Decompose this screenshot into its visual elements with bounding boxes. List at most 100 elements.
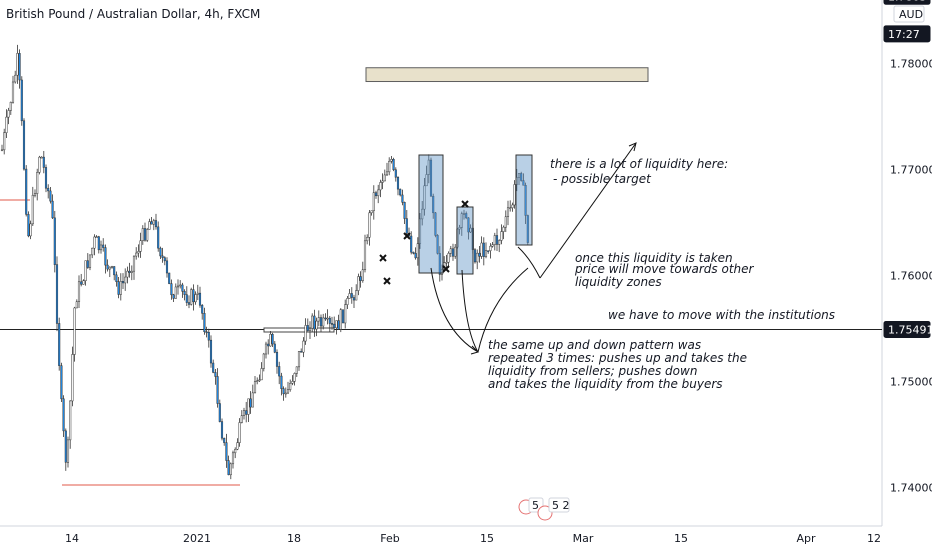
- candle-body-11: [25, 168, 28, 215]
- candle-body-53: [117, 281, 120, 295]
- candle-body-188: [414, 253, 417, 259]
- candle-body-140: [308, 328, 312, 331]
- candle-body-51: [113, 266, 116, 276]
- candle-body-57: [126, 270, 129, 278]
- candle-body-180: [396, 176, 400, 190]
- price-tag-4: [883, 320, 931, 338]
- symbol-title[interactable]: British Pound / Australian Dollar, 4h, F…: [6, 7, 260, 21]
- candle-body-69: [152, 220, 155, 225]
- candle-body-170: [374, 192, 378, 197]
- candle-body-161: [355, 290, 358, 301]
- candle-body-172: [379, 182, 382, 191]
- candle-body-209: [460, 213, 463, 228]
- candle-body-195: [429, 159, 433, 197]
- candle-body-117: [258, 379, 261, 382]
- candle-body-22: [49, 190, 52, 202]
- candle-body-25: [55, 264, 59, 324]
- time-tick-label: 18: [287, 532, 301, 545]
- price-axis[interactable]: 1.740001.750001.760001.770001.780001.790…: [890, 0, 932, 495]
- arrow-curve-2: [461, 269, 479, 353]
- candle-body-199: [438, 253, 441, 275]
- candle-body-2: [5, 116, 8, 133]
- annotation-pattern-1: the same up and down pattern was: [488, 338, 701, 352]
- candle-body-203: [447, 253, 450, 263]
- candle-body-18: [40, 156, 43, 159]
- plot-area[interactable]: [0, 0, 882, 526]
- candle-body-237: [522, 180, 525, 186]
- candle-body-122: [269, 333, 272, 347]
- candle-body-82: [181, 284, 184, 292]
- candle-body-143: [315, 320, 318, 330]
- candle-body-134: [295, 366, 298, 374]
- currency-badge[interactable]: [893, 5, 925, 23]
- candle-body-182: [401, 194, 404, 203]
- candle-body-181: [399, 188, 402, 196]
- candle-body-176: [388, 160, 391, 173]
- candle-body-54: [119, 281, 122, 295]
- candle-body-159: [350, 293, 353, 298]
- small-level-box: [263, 327, 335, 333]
- candle-body-239: [526, 215, 529, 243]
- annotation-liquidity-taken: once this liquidity is taken: [575, 251, 733, 265]
- cross-marker-2: [403, 232, 411, 240]
- candle-body-119: [262, 353, 265, 369]
- candle-body-23: [51, 200, 54, 219]
- candle-body-116: [256, 380, 259, 382]
- candle-body-19: [42, 156, 45, 168]
- candle-body-52: [115, 274, 118, 282]
- candle-body-156: [344, 304, 347, 324]
- candle-body-130: [286, 389, 290, 394]
- annotation-pattern-2: repeated 3 times: pushes up and takes th…: [488, 351, 747, 365]
- annotation-pattern-4: and takes the liquidity from the buyers: [488, 377, 723, 391]
- candle-body-103: [227, 460, 230, 476]
- candle-body-115: [253, 381, 257, 394]
- candle-body-38: [84, 260, 87, 281]
- candle-body-70: [154, 220, 158, 228]
- candle-body-24: [53, 217, 56, 265]
- candle-body-12: [27, 214, 30, 237]
- candle-body-65: [143, 228, 147, 241]
- arrow-head-1: [470, 345, 479, 355]
- price-tick-label: 1.78000: [890, 58, 932, 71]
- candle-body-92: [203, 313, 206, 333]
- candle-body-178: [392, 159, 395, 171]
- arrow-down-target: [517, 246, 541, 279]
- price-tag-label-4: 1.75491: [888, 323, 932, 336]
- candle-body-34: [75, 301, 78, 309]
- candle-body-66: [146, 229, 149, 241]
- candle-body-238: [524, 185, 527, 216]
- candle-body-5: [11, 81, 15, 103]
- candle-body-167: [368, 212, 371, 238]
- candle-body-113: [249, 398, 252, 408]
- price-tag-2: [883, 0, 931, 5]
- time-axis[interactable]: 14 2021 18 Feb 15 Mar 15 Apr 12: [65, 532, 881, 545]
- candle-body-87: [192, 289, 195, 303]
- candle-body-10: [22, 120, 26, 170]
- candle-body-152: [335, 320, 338, 329]
- candle-body-14: [31, 194, 34, 225]
- candle-body-151: [333, 323, 336, 329]
- candle-body-48: [106, 264, 109, 270]
- candle-body-179: [394, 169, 397, 178]
- candle-body-110: [242, 410, 246, 416]
- price-tag-label-2: 1.78634: [888, 0, 932, 3]
- candle-body-91: [201, 304, 204, 314]
- candle-body-227: [500, 231, 503, 241]
- candle-body-226: [498, 240, 501, 245]
- indicator-badges[interactable]: 5 5 2: [518, 497, 570, 521]
- annotation-liquidity-zones: liquidity zones: [575, 275, 662, 289]
- candle-body-21: [47, 187, 50, 192]
- candle-body-127: [280, 375, 283, 389]
- candle-body-124: [273, 343, 276, 353]
- candle-body-59: [130, 270, 133, 273]
- candle-body-145: [319, 317, 323, 327]
- badge-count-2: 5 2: [552, 499, 570, 512]
- candle-body-230: [506, 207, 510, 218]
- candle-body-206: [454, 246, 457, 257]
- candle-body-174: [383, 174, 386, 182]
- candle-body-171: [377, 189, 380, 197]
- candle-body-102: [225, 442, 228, 461]
- candle-body-72: [159, 247, 162, 257]
- candle-body-100: [220, 421, 224, 439]
